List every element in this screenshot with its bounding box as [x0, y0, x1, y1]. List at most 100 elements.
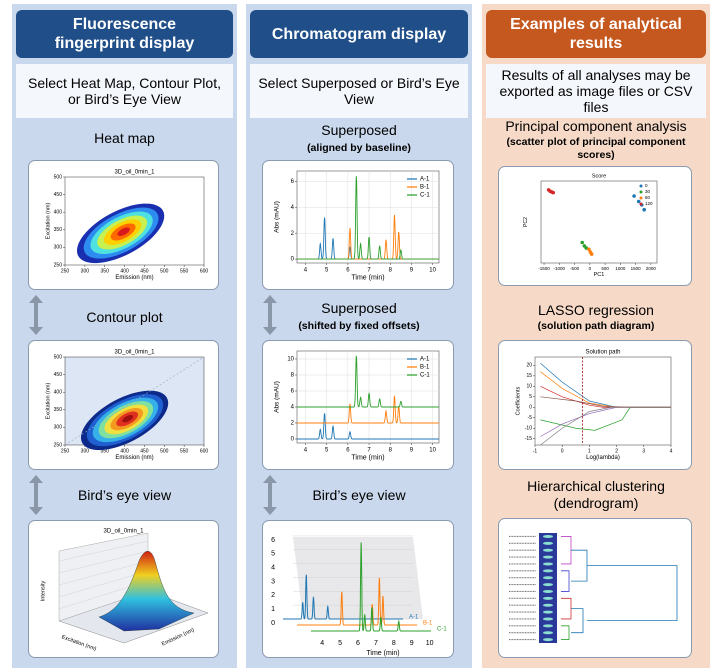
leaf-cell — [543, 589, 553, 593]
legend-label: 0 — [645, 183, 648, 188]
dendrogram-branch — [561, 570, 570, 592]
legend-label: B-1 — [423, 621, 433, 627]
x-tick-label: 6 — [346, 267, 350, 273]
score-point — [642, 207, 646, 212]
score-point — [632, 194, 636, 198]
y-tick-label: 6 — [271, 537, 275, 544]
x-axis-label: Log(lambda) — [586, 455, 620, 461]
y-tick-label: 4 — [271, 564, 275, 571]
y-tick-label: 4 — [291, 205, 295, 211]
leaf-cell — [543, 638, 553, 642]
scatter-line — [64, 356, 205, 446]
x-tick-label: 7 — [374, 640, 378, 647]
grid-line — [58, 570, 149, 598]
grid-line — [58, 560, 149, 586]
score-point — [636, 199, 641, 204]
score-point — [584, 246, 588, 250]
y-tick-label: 3 — [271, 578, 275, 585]
x-tick-label: 7 — [367, 447, 371, 453]
x-tick-label: 500 — [160, 448, 169, 454]
plot: 0 1 2 3 4 5 6 4 5 6 7 8 9 10 Time (min) A-1 B-1 C-1 — [271, 535, 447, 657]
x-tick-label: 550 — [180, 448, 189, 454]
panel-sublabel: (solution path diagram) — [537, 320, 655, 332]
coefficient-path — [540, 406, 671, 446]
y-tick-label: 500 — [54, 354, 63, 360]
column-header: Fluorescence fingerprint display — [16, 10, 233, 58]
y-tick-label: 4 — [291, 405, 295, 411]
y-tick-label: 1 — [271, 606, 275, 613]
x-tick-label: 1500 — [631, 266, 642, 271]
back-wall — [293, 537, 423, 619]
y-tick-label: 400 — [54, 210, 63, 216]
plot-frame: -1 0 1 2 3 4 -15 -10 -5 0 5 10 15 20 Log(lambda) Coeffi… — [498, 340, 692, 470]
legend-label: A-1 — [420, 357, 430, 363]
y-tick-label: 10 — [526, 384, 532, 390]
y-tick-label: 350 — [54, 407, 63, 413]
legend-label: C-1 — [437, 627, 447, 633]
instruction: Select Heat Map, Contour Plot, or Bird’s… — [16, 64, 233, 118]
plot-title: 3D_oil_0min_1 — [103, 529, 144, 535]
plot: 250 300 350 400 450 500 550 600 250 300 350 400 450 5… — [45, 170, 209, 282]
x-axis-label: Time (min) — [366, 650, 399, 657]
grid-line — [58, 540, 149, 562]
y-tick-label: 6 — [291, 179, 295, 185]
y-axis-label: Excitation (nm) — [45, 382, 51, 419]
grid-line — [58, 550, 149, 574]
chromatogram-line — [297, 413, 439, 440]
legend-label: B-1 — [420, 185, 430, 191]
plot-area — [534, 356, 672, 446]
y-tick-label: -10 — [525, 426, 532, 432]
x-tick-label: 4 — [670, 448, 673, 454]
x-tick-label: 4 — [304, 267, 308, 273]
x-tick-label: 8 — [389, 447, 393, 453]
x-tick-label: -1500 — [538, 266, 550, 271]
y-tick-label: 0 — [529, 405, 532, 411]
plot-frame — [498, 518, 692, 658]
x-tick-label: 5 — [325, 447, 329, 453]
plot-frame: 3D_oil_0min_1 Excitation (nm) Emission (nm… — [28, 520, 219, 658]
leaf-cell — [543, 617, 553, 621]
y-tick-label: 250 — [54, 262, 63, 268]
x-tick-label: 8 — [389, 267, 393, 273]
x-tick-label: 0 — [589, 266, 592, 271]
x-tick-label: 5 — [338, 640, 342, 647]
y-axis-label: PC2 — [523, 217, 529, 227]
panel-label: Superposed — [321, 300, 397, 316]
score-point — [587, 247, 591, 252]
x-tick-label: 350 — [101, 448, 110, 454]
x-tick-label: 0 — [561, 448, 564, 454]
x-tick-label: 7 — [367, 267, 371, 273]
x-tick-label: 400 — [120, 268, 129, 274]
legend-label: C-1 — [420, 193, 430, 199]
dendrogram-branch — [587, 565, 678, 622]
x-tick-label: 6 — [356, 640, 360, 647]
y-tick-label: 0 — [271, 620, 275, 627]
x-tick-label: 6 — [346, 447, 350, 453]
legend-swatch — [639, 184, 643, 188]
panel-label: Heat map — [94, 130, 155, 146]
plot: 4 5 6 7 8 9 10 0 2 4 6 8 10 Time (min) Abs (mAU) A-1 B-1… — [273, 350, 440, 461]
y-tick-label: 500 — [54, 174, 63, 180]
x-tick-label: 600 — [200, 268, 209, 274]
legend-swatch — [639, 202, 643, 206]
y-tick-label: 0 — [291, 437, 295, 443]
x-tick-label: 400 — [120, 448, 129, 454]
y-tick-label: -15 — [525, 436, 532, 442]
leaf-cell — [543, 603, 553, 607]
panel-sublabel: (scatter plot of principal component sco… — [506, 136, 686, 161]
x-tick-label: 2 — [615, 448, 618, 454]
panel-label: Contour plot — [86, 309, 163, 325]
arrow-head — [29, 295, 43, 335]
legend-label: 30 — [645, 189, 651, 194]
x-axis-label: Time (min) — [351, 274, 384, 281]
y-axis-label: Abs (mAU) — [273, 381, 280, 413]
y-tick-label: 6 — [291, 389, 295, 395]
y-tick-label: 2 — [291, 421, 295, 427]
x-tick-label: -500 — [570, 266, 580, 271]
column-header: Chromatogram display — [250, 10, 468, 58]
x-tick-label: 4 — [320, 640, 324, 647]
surface-peak — [98, 551, 195, 632]
